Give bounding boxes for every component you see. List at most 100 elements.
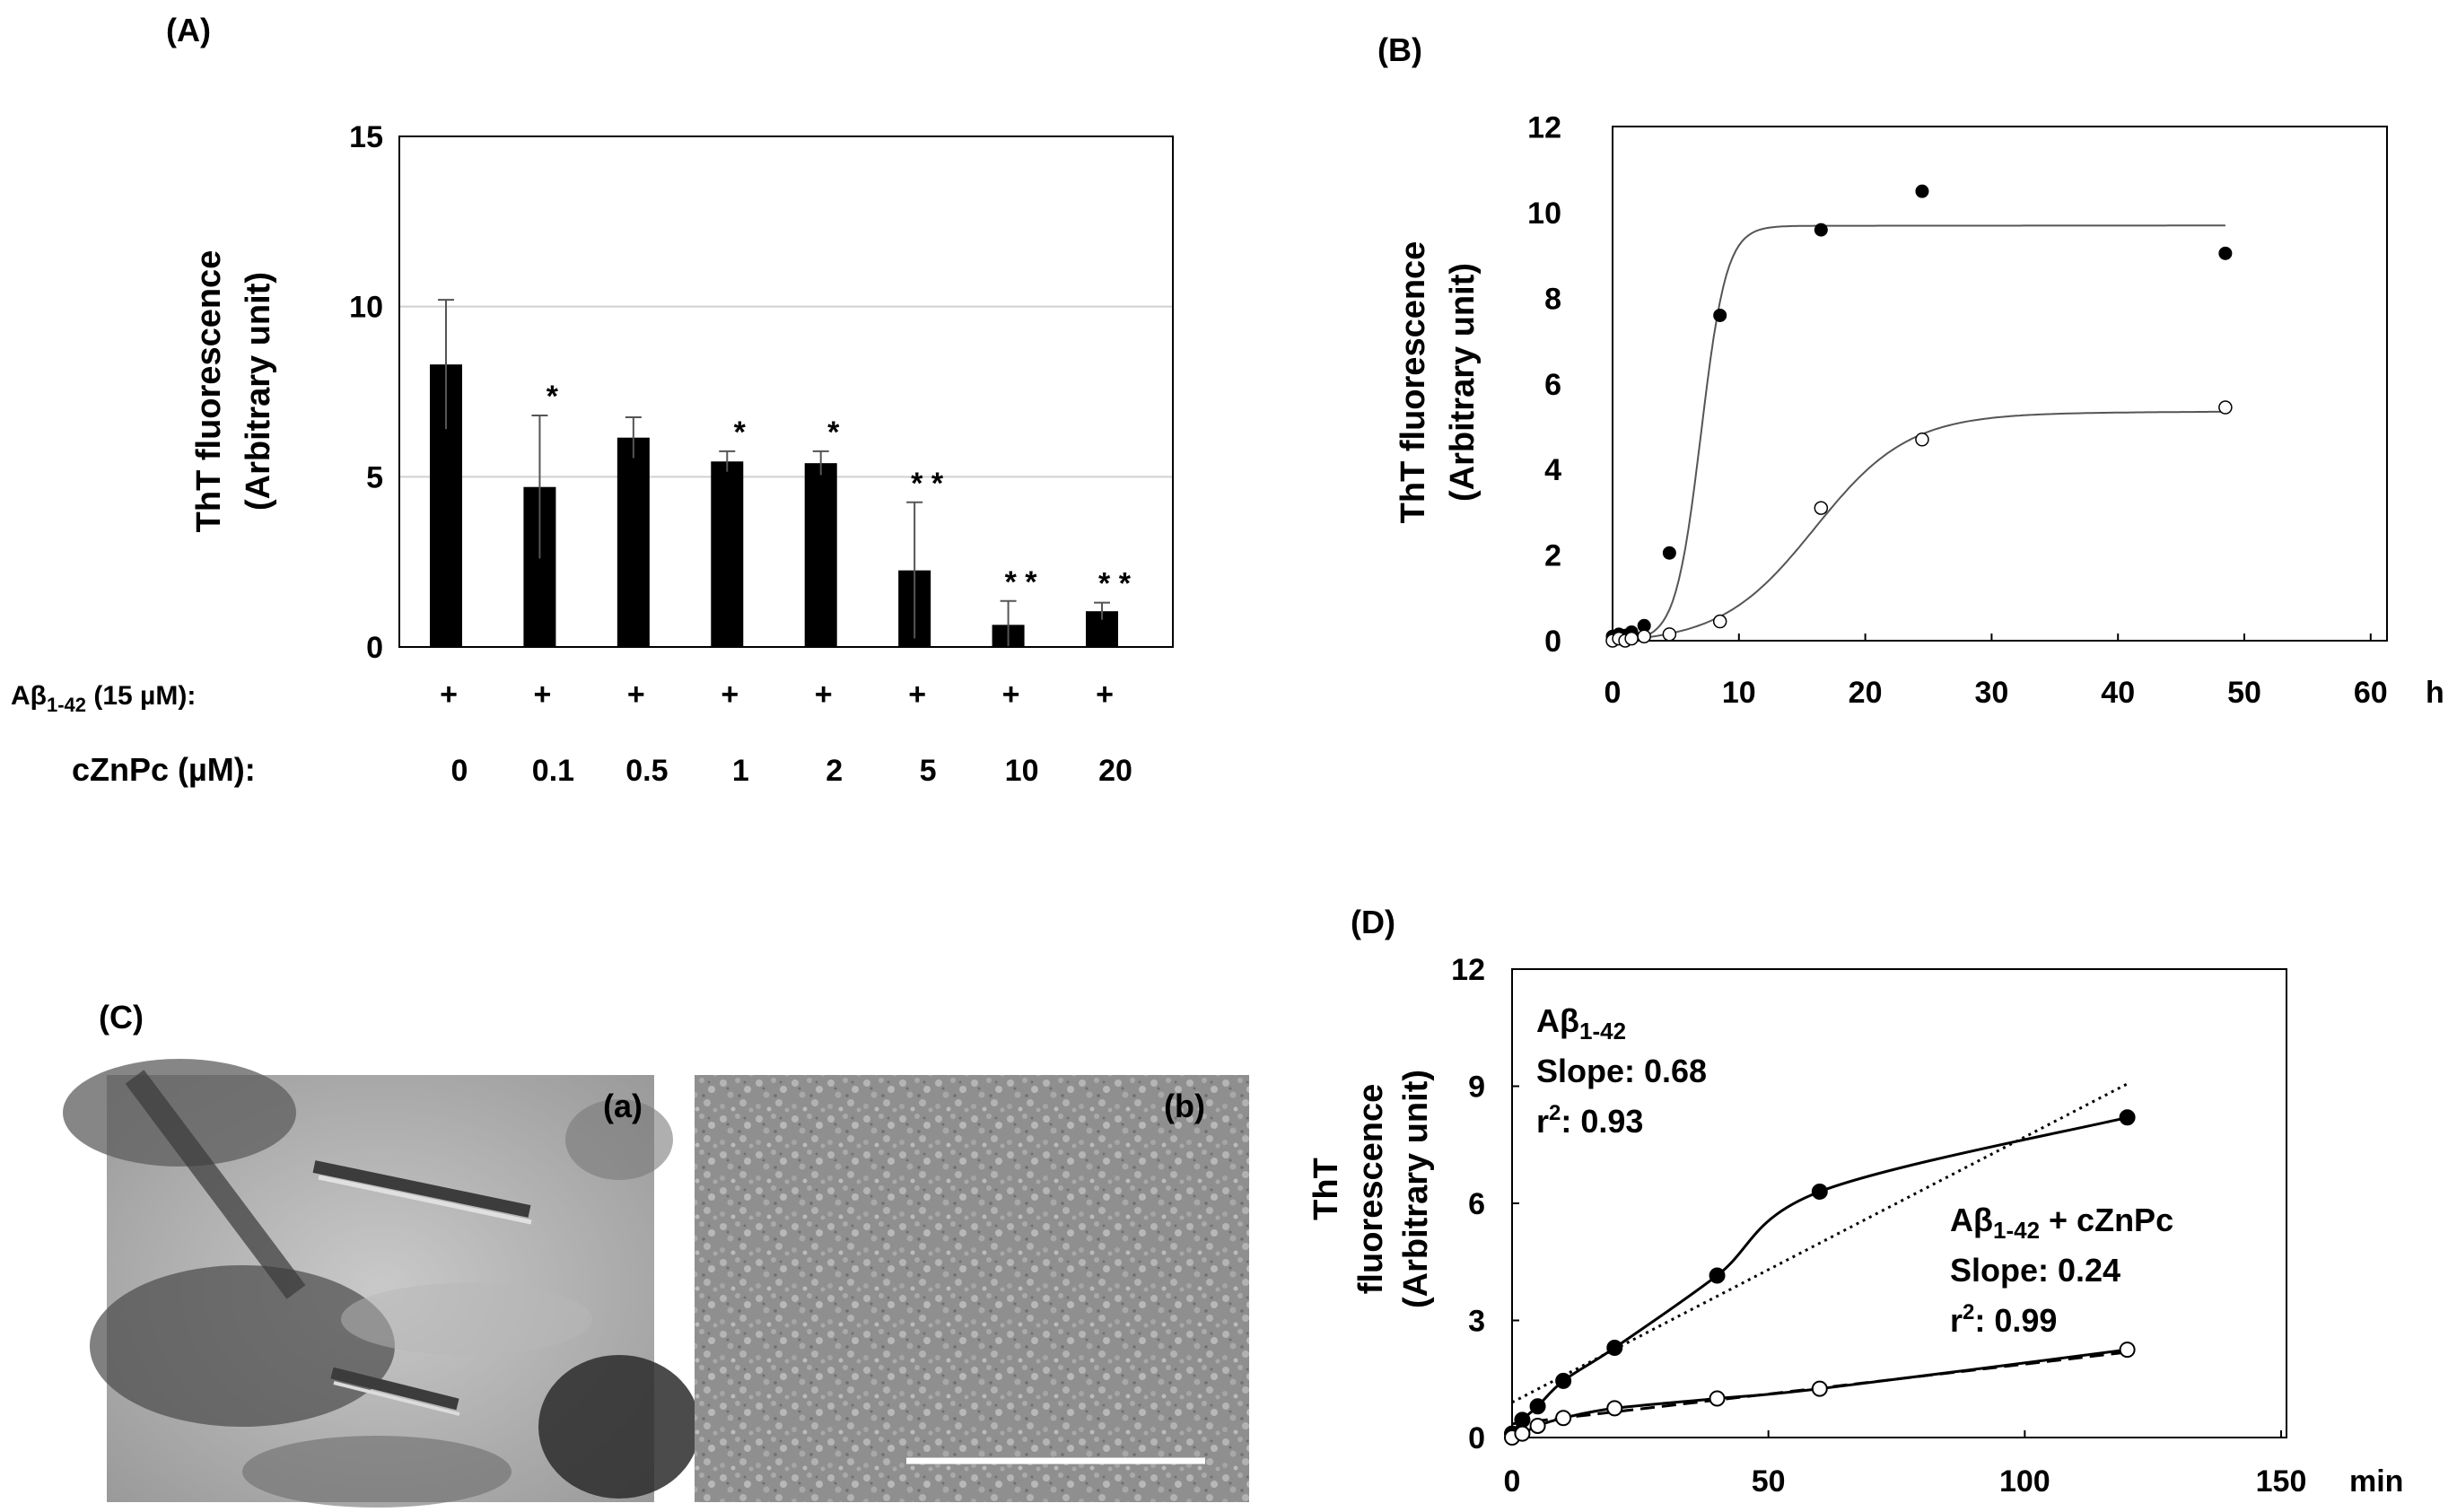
a-row2-value: 2 (826, 754, 843, 788)
a-row1-value: + (533, 677, 551, 712)
b-x-tick-label: 40 (2101, 676, 2135, 710)
b-data-point (2218, 246, 2233, 260)
b-data-point (1713, 308, 1727, 322)
d-y-axis-label-line1: ThT (1307, 1158, 1345, 1220)
b-data-point (2218, 400, 2233, 415)
b-data-point (1624, 631, 1639, 646)
a-y-axis-label-line2: (Arbitrary unit) (240, 272, 277, 511)
a-row1-value: + (908, 677, 926, 712)
d-y-tick-label: 3 (1468, 1305, 1485, 1339)
panel-d: (D) 0 50 100 150 0 3 6 9 12 ThT fluorescence (Ar… (1307, 904, 2403, 1499)
b-fit-curves (1612, 224, 2225, 642)
a-row2-value: 10 (1005, 754, 1039, 788)
a-significance-mark: * * (1098, 567, 1132, 601)
b-y-tick-label: 4 (1544, 453, 1561, 487)
b-fit-curve (1612, 224, 2225, 642)
d-data-point (2119, 1109, 2136, 1126)
b-y-tick-label: 2 (1544, 539, 1561, 573)
b-fit-curve (1612, 410, 2225, 642)
a-significance-mark: * (827, 415, 840, 450)
a-significance-mark: * (546, 380, 559, 414)
d-ticks: 0 50 100 150 0 3 6 9 12 (1451, 953, 2306, 1499)
a-y-tick-label: 5 (366, 460, 383, 494)
d-x-tick-label: 50 (1752, 1464, 1786, 1499)
panel-label-c: (C) (99, 999, 144, 1036)
a-row2-value: 20 (1098, 754, 1132, 788)
b-x-tick-label: 10 (1722, 676, 1756, 710)
d-series1-r2: r2: 0.93 (1536, 1101, 1643, 1140)
b-y-tick-label: 0 (1544, 625, 1561, 659)
d-x-tick-label: 0 (1504, 1464, 1521, 1499)
b-x-tick-label: 20 (1849, 676, 1883, 710)
a-bar (711, 461, 744, 647)
a-row2-value: 5 (920, 754, 937, 788)
d-data-point (1514, 1411, 1531, 1429)
a-bar (616, 437, 650, 647)
d-data-point (1555, 1372, 1572, 1389)
d-data-point (2119, 1342, 2136, 1359)
d-y-tick-label: 6 (1468, 1187, 1485, 1221)
a-y-ticks: 0 5 10 15 (349, 120, 383, 665)
panel-label-a: (A) (166, 12, 211, 48)
a-significance-mark: * * (911, 467, 944, 501)
d-x-tick-label: 150 (2256, 1464, 2307, 1499)
a-bar (804, 463, 837, 647)
d-x-unit: min (2349, 1464, 2403, 1499)
a-plot-frame (398, 135, 1174, 648)
a-y-tick-label: 0 (366, 631, 383, 665)
a-row1-value: + (627, 677, 645, 712)
a-row1-value: + (440, 677, 458, 712)
b-y-tick-label: 8 (1544, 282, 1561, 316)
d-y-axis-label-line3: (Arbitrary unit) (1397, 1070, 1435, 1308)
a-row1-value: + (1096, 677, 1114, 712)
d-data-point (1529, 1417, 1546, 1434)
panel-b: (B) 0 10 20 30 40 50 60 0 2 4 6 8 10 12 ThT fluoresce… (1377, 31, 2444, 710)
b-data-point (1662, 627, 1677, 642)
b-ticks: 0 10 20 30 40 50 60 0 2 4 6 8 10 12 (1527, 111, 2388, 710)
a-row1-label: Aβ1-42 (15 µM): (11, 681, 196, 716)
d-y-tick-label: 12 (1451, 953, 1485, 987)
d-data-point (1606, 1400, 1623, 1417)
b-data-point (1814, 223, 1828, 237)
a-row2-label: cZnPc (µM): (72, 751, 256, 788)
a-row2-value: 0.1 (532, 754, 574, 788)
panel-c: (C) (a) (b) (63, 999, 1249, 1508)
d-series2-r2: r2: 0.99 (1950, 1300, 2057, 1339)
b-x-tick-label: 30 (1974, 676, 2008, 710)
micrograph-b: (b) (695, 1075, 1249, 1502)
panel-label-b: (B) (1377, 31, 1422, 68)
d-data-point (1811, 1380, 1828, 1397)
d-y-axis-label-line2: fluorescence (1352, 1084, 1390, 1294)
b-y-axis-label-line1: ThT fluorescence (1395, 241, 1432, 524)
b-plot-frame (1612, 126, 2388, 642)
d-series-line (1510, 1115, 2128, 1435)
b-x-tick-label: 0 (1604, 676, 1622, 710)
d-data-point (1529, 1398, 1546, 1415)
d-series1-name: Aβ1-42 (1536, 1002, 1626, 1044)
a-gridlines (399, 305, 1173, 478)
a-row1-value: + (1002, 677, 1020, 712)
a-bars: * * * * * * * * * (430, 299, 1132, 647)
d-data-point (1709, 1390, 1726, 1407)
d-data-point (1811, 1183, 1828, 1200)
micrograph-label-a: (a) (603, 1088, 643, 1124)
b-data-point (1915, 433, 1929, 447)
a-row2-value: 1 (732, 754, 749, 788)
b-x-tick-label: 50 (2227, 676, 2261, 710)
b-data-point (1637, 629, 1651, 643)
b-data-point (1915, 184, 1929, 198)
micrograph-a: (a) (63, 1059, 700, 1508)
a-significance-mark: * * (1005, 565, 1038, 599)
d-data-point (1606, 1339, 1623, 1356)
a-y-axis-label-line1: ThT fluorescence (190, 250, 228, 533)
a-row1-value: + (721, 677, 739, 712)
a-row1-value: + (815, 677, 833, 712)
panel-label-d: (D) (1351, 904, 1395, 940)
d-series2-slope: Slope: 0.24 (1950, 1252, 2120, 1289)
b-y-tick-label: 12 (1527, 111, 1561, 145)
b-data-point (1814, 501, 1829, 515)
b-x-unit: h (2426, 676, 2444, 710)
d-series2-name: Aβ1-42 + cZnPc (1950, 1202, 2173, 1244)
